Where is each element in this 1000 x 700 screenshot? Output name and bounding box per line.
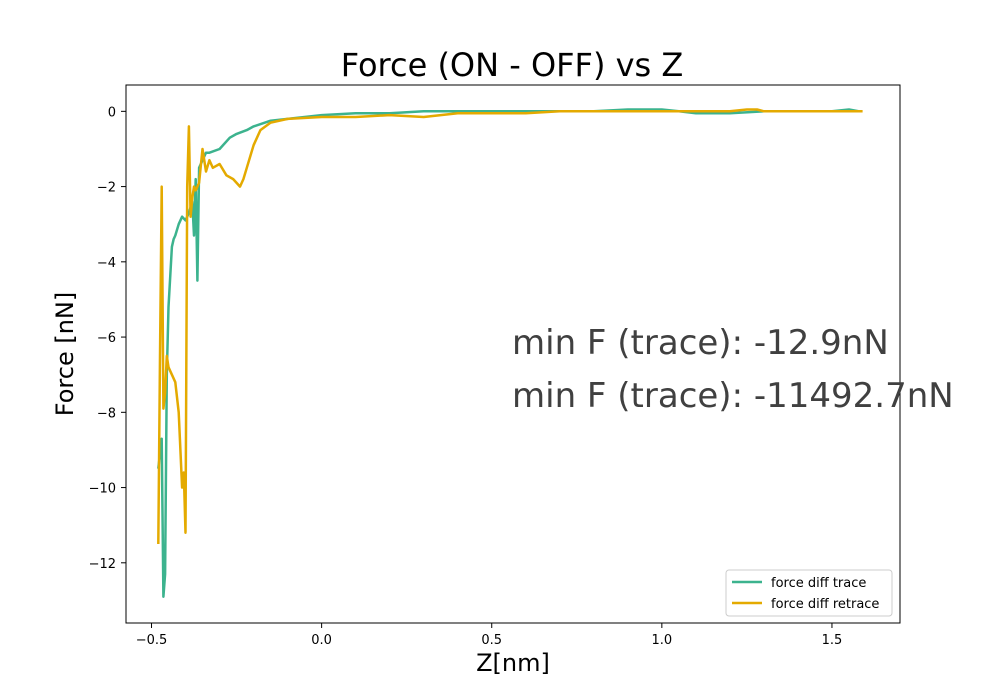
series-line-trace [157, 108, 860, 598]
legend-box [725, 569, 893, 617]
y-tick-label: −8 [97, 406, 116, 421]
x-tick-label: 1.5 [822, 633, 843, 648]
legend: force diff trace force diff retrace [725, 569, 893, 617]
x-tick-label: 0.0 [311, 633, 332, 648]
y-tick-label: −10 [89, 482, 116, 497]
annotation-min-trace: min F (trace): -12.9nN [512, 323, 889, 363]
x-tick-label: 1.0 [652, 633, 673, 648]
y-tick-label: −12 [89, 557, 116, 572]
annotation-min-retrace: min F (trace): -11492.7nN [512, 376, 954, 416]
y-tick-label: −2 [97, 181, 116, 196]
y-tick-label: −4 [97, 256, 116, 271]
legend-label-trace: force diff trace [771, 576, 866, 591]
x-axis-ticks: −0.5 0.0 0.5 1.0 1.5 [136, 623, 843, 648]
x-axis-title: Z[nm] [476, 649, 550, 677]
plot-area: −0.5 0.0 0.5 1.0 1.5 0 −2 −4 −6 −8 −10 −12 [89, 84, 901, 648]
y-axis-ticks: 0 −2 −4 −6 −8 −10 −12 [89, 105, 126, 572]
series-layer [157, 108, 863, 598]
x-tick-label: 0.5 [481, 633, 502, 648]
y-axis-title: Force [nN] [51, 292, 79, 416]
y-tick-label: 0 [108, 105, 116, 120]
series-line-retrace [157, 108, 863, 545]
x-tick-label: −0.5 [136, 633, 168, 648]
legend-label-retrace: force diff retrace [771, 597, 879, 612]
plot-frame [125, 84, 901, 624]
chart-title: Force (ON - OFF) vs Z [341, 46, 684, 84]
y-tick-label: −6 [97, 331, 116, 346]
